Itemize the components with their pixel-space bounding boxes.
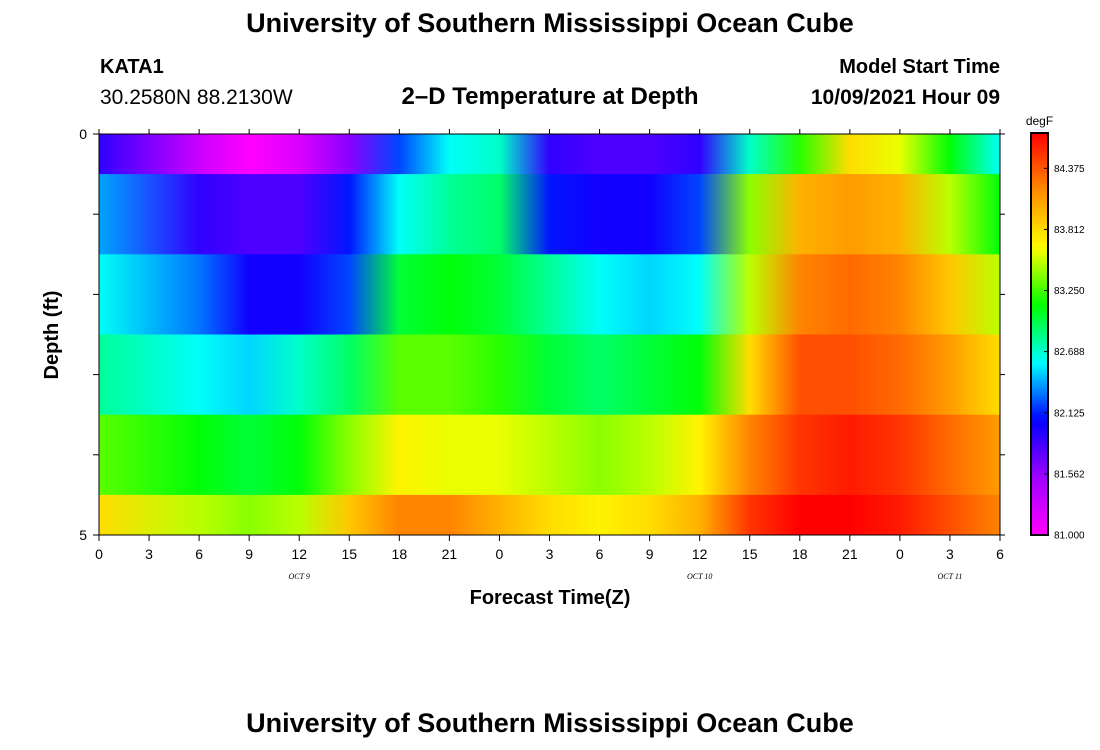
station-id: KATA1	[100, 56, 164, 78]
colorbar-tick-label: 81.562	[1054, 469, 1085, 480]
colorbar-tick-label: 83.250	[1054, 286, 1085, 297]
x-axis: 0 3 6 9 12 15 18 21 0 3 6 9 12 15 18 21 0 3 6 OCT 9 OCT 10 OC…	[95, 129, 1004, 581]
x-tick-label: 15	[742, 546, 758, 562]
colorbar: 81.000 81.562 82.125 82.688 83.250 83.812 84.3…	[1026, 114, 1085, 542]
x-tick-label: 0	[496, 546, 504, 562]
x-tick-label: 12	[291, 546, 307, 562]
heatmap-depth-band	[99, 174, 1000, 255]
y-axis-label: Depth (ft)	[41, 291, 63, 380]
colorbar-tick-label: 81.000	[1054, 531, 1085, 542]
y-axis: 05	[79, 126, 1005, 543]
x-tick-label: 0	[95, 546, 103, 562]
x-tick-label: 21	[442, 546, 458, 562]
heatmap-area	[99, 134, 1000, 536]
x-tick-label: 12	[692, 546, 708, 562]
x-tick-label: 3	[946, 546, 954, 562]
colorbar-scale	[1030, 132, 1049, 536]
footer-title: University of Southern Mississippi Ocean…	[246, 708, 854, 738]
x-tick-label: 18	[792, 546, 808, 562]
x-tick-label: 6	[195, 546, 203, 562]
colorbar-tick-label: 84.375	[1054, 164, 1085, 175]
x-tick-label: 0	[896, 546, 904, 562]
x-tick-label: 18	[392, 546, 408, 562]
colorbar-tick-label: 82.125	[1054, 408, 1085, 419]
y-tick-label: 5	[79, 527, 87, 543]
date-label: OCT 10	[687, 572, 712, 581]
colorbar-unit: degF	[1026, 114, 1053, 128]
model-start-value: 10/09/2021 Hour 09	[810, 86, 1000, 109]
x-tick-label: 6	[996, 546, 1004, 562]
x-tick-label: 21	[842, 546, 858, 562]
heatmap-depth-band	[99, 254, 1000, 335]
x-tick-label: 15	[341, 546, 357, 562]
date-label: OCT 11	[938, 572, 963, 581]
x-tick-label: 9	[245, 546, 253, 562]
heatmap-depth-band	[99, 414, 1000, 496]
x-tick-label: 3	[546, 546, 554, 562]
heatmap-depth-band	[99, 334, 1000, 416]
colorbar-tick-label: 82.688	[1054, 347, 1085, 358]
station-coordinates: 30.2580N 88.2130W	[100, 86, 293, 109]
date-label: OCT 9	[289, 572, 310, 581]
chart-title: 2–D Temperature at Depth	[401, 83, 699, 110]
x-tick-label: 3	[145, 546, 153, 562]
heatmap-depth-band	[99, 134, 1000, 175]
model-start-label: Model Start Time	[839, 56, 1000, 78]
x-axis-label: Forecast Time(Z)	[470, 587, 631, 609]
colorbar-tick-label: 83.812	[1054, 225, 1085, 236]
main-title: University of Southern Mississippi Ocean…	[246, 8, 854, 38]
y-tick-label: 0	[79, 126, 87, 142]
x-tick-label: 6	[596, 546, 604, 562]
x-tick-label: 9	[646, 546, 654, 562]
heatmap-depth-band	[99, 494, 1000, 536]
